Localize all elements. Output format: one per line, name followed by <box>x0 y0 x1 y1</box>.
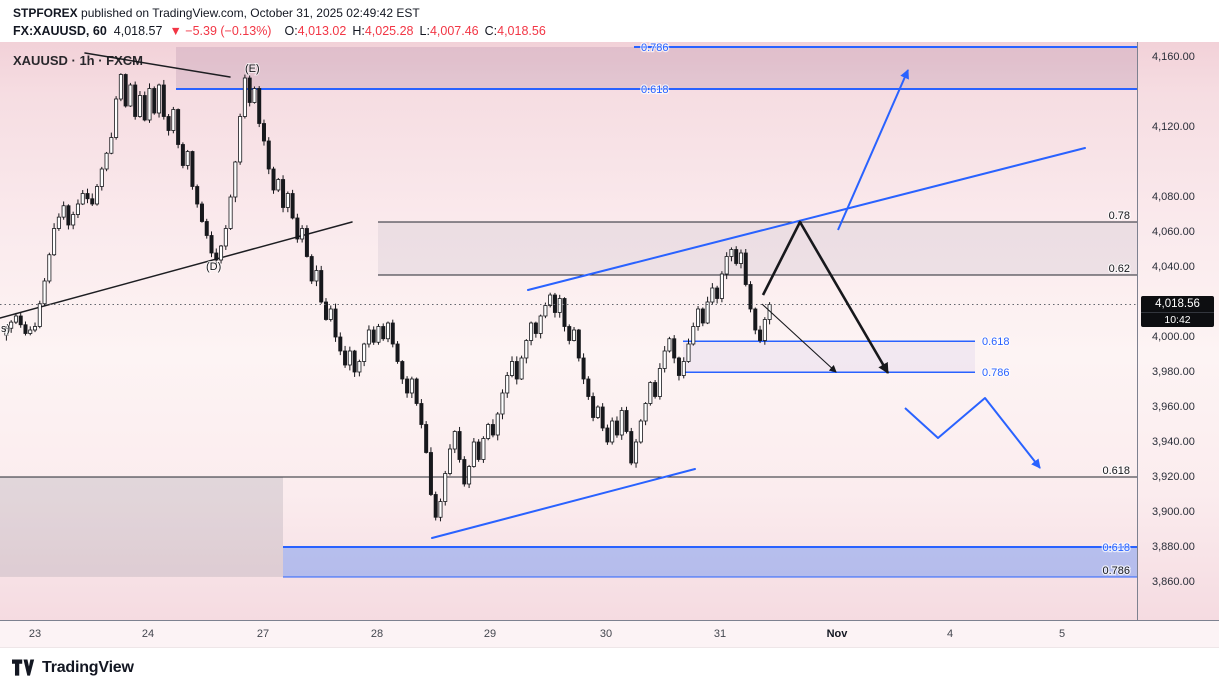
svg-text:0.618: 0.618 <box>1102 542 1130 554</box>
time-axis[interactable]: 23 24 27 28 29 30 31 Nov 4 5 <box>0 620 1219 648</box>
price-change: ▼ −5.39 (−0.13%) <box>169 24 272 38</box>
svg-text:0.62: 0.62 <box>1109 263 1130 275</box>
publish-info: STPFOREX published on TradingView.com, O… <box>13 5 1219 22</box>
tradingview-logo-icon <box>12 658 35 676</box>
svg-text:(D): (D) <box>206 261 221 273</box>
price-axis[interactable]: 4,018.56 10:42 4,160.00 4,120.00 4,080.00 4… <box>1137 42 1219 620</box>
time-axis-tick: 27 <box>256 628 270 640</box>
ohlc-c: C:4,018.56 <box>484 24 546 38</box>
current-price-badge: 4,018.56 10:42 <box>1141 296 1214 328</box>
candle-countdown: 10:42 <box>1141 312 1214 327</box>
price-axis-tick: 4,060.00 <box>1152 226 1195 238</box>
ohlc-values: O:4,013.02 H:4,025.28 L:4,007.46 C:4,018.56 <box>278 22 545 40</box>
price-axis-tick: 4,000.00 <box>1152 331 1195 343</box>
ohlc-o: O:4,013.02 <box>284 24 347 38</box>
price-axis-tick: 3,940.00 <box>1152 436 1195 448</box>
time-axis-tick: Nov <box>826 628 848 640</box>
time-axis-tick: 30 <box>599 628 613 640</box>
tradingview-brand: TradingView <box>42 658 134 676</box>
time-axis-tick: 4 <box>946 628 954 640</box>
price-axis-tick: 3,920.00 <box>1152 471 1195 483</box>
svg-text:0.618: 0.618 <box>641 84 669 96</box>
time-axis-tick: 29 <box>483 628 497 640</box>
chart-canvas[interactable]: 0.786 0.618 0.78 0.62 0.618 0.786 0.618 0.618 0.… <box>0 42 1137 620</box>
price-axis-tick: 4,120.00 <box>1152 121 1195 133</box>
candlestick-series <box>4 73 772 522</box>
time-axis-tick: 24 <box>141 628 155 640</box>
price-axis-tick: 4,080.00 <box>1152 191 1195 203</box>
level-labels: 0.786 0.618 0.78 0.62 0.618 0.786 0.618 0.618 0.… <box>0 42 1131 578</box>
symbol-title: FX:XAUUSD, 60 <box>13 24 107 38</box>
price-axis-tick: 3,960.00 <box>1152 401 1195 413</box>
svg-text:0.786: 0.786 <box>982 367 1010 379</box>
price-axis-tick: 4,040.00 <box>1152 261 1195 273</box>
symbol-watermark: XAUUSD · 1h · FXCM <box>13 53 143 68</box>
time-axis-tick: 28 <box>370 628 384 640</box>
fib-bands <box>0 47 1137 577</box>
trendlines <box>0 52 1086 539</box>
footer: TradingView <box>0 648 1219 687</box>
svg-text:0.786: 0.786 <box>641 42 669 54</box>
price-axis-tick: 3,900.00 <box>1152 506 1195 518</box>
svg-text:0.786: 0.786 <box>1102 565 1130 577</box>
svg-text:0.618: 0.618 <box>1102 465 1130 477</box>
svg-text:0.618: 0.618 <box>982 336 1010 348</box>
projection-arrows <box>761 69 1041 469</box>
time-axis-tick: 23 <box>28 628 42 640</box>
publish-text: published on TradingView.com, October 31… <box>77 6 420 20</box>
svg-text:s): s) <box>1 323 10 335</box>
ohlc-l: L:4,007.46 <box>419 24 479 38</box>
price-axis-tick: 3,980.00 <box>1152 366 1195 378</box>
price-axis-tick: 4,160.00 <box>1152 51 1195 63</box>
current-price-value: 4,018.56 <box>1155 298 1200 311</box>
time-axis-tick: 31 <box>713 628 727 640</box>
fib-level-lines <box>0 46 1137 578</box>
last-price: 4,018.57 <box>113 24 163 38</box>
price-axis-tick: 3,880.00 <box>1152 541 1195 553</box>
ohlc-h: H:4,025.28 <box>352 24 414 38</box>
chart-area: 0.786 0.618 0.78 0.62 0.618 0.786 0.618 0.618 0.… <box>0 42 1219 620</box>
svg-text:(E): (E) <box>245 63 260 75</box>
svg-text:0.78: 0.78 <box>1109 210 1130 222</box>
symbol-info-row: FX:XAUUSD, 60 4,018.57 ▼ −5.39 (−0.13%) … <box>13 22 1219 40</box>
publisher-name: STPFOREX <box>13 6 78 20</box>
time-axis-tick: 5 <box>1058 628 1066 640</box>
header: STPFOREX published on TradingView.com, O… <box>0 0 1219 42</box>
price-axis-tick: 3,860.00 <box>1152 576 1195 588</box>
